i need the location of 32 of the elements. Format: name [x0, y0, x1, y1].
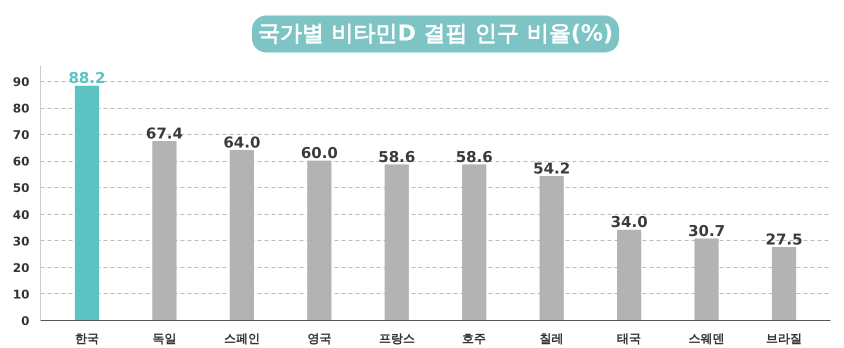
data-label: 34.0 [610, 213, 648, 232]
data-label: 58.6 [456, 148, 493, 166]
y-tick-label: 30 [12, 234, 30, 248]
x-tick-label: 칠레 [540, 332, 564, 346]
data-label: 27.5 [766, 230, 803, 248]
data-label: 30.7 [688, 222, 726, 240]
bar [74, 86, 100, 320]
y-tick-label: 40 [12, 208, 30, 222]
chart-title: 국가별 비타민D 결핍 인구 비율(%) [258, 22, 614, 46]
y-tick-label: 90 [12, 74, 30, 89]
x-tick-label: 프랑스 [378, 332, 415, 346]
y-tick-label: 50 [12, 181, 30, 196]
x-tick-label: 호주 [462, 332, 486, 346]
data-label: 67.4 [146, 124, 183, 142]
x-tick-label: 한국 [74, 332, 99, 346]
data-label: 64.0 [223, 134, 260, 152]
data-label: 58.6 [378, 148, 416, 166]
y-tick-label: 60 [12, 154, 30, 169]
x-tick-label: 스웨덴 [688, 332, 725, 346]
y-tick-label: 0 [21, 314, 30, 328]
y-tick-label: 20 [12, 260, 30, 275]
x-tick-label: 태국 [617, 332, 642, 346]
x-tick-label: 스페인 [224, 332, 260, 346]
x-tick-label: 영국 [307, 332, 332, 346]
y-tick-label: 10 [12, 287, 30, 302]
data-label: 88.2 [68, 69, 106, 88]
y-tick-label: 70 [12, 128, 30, 142]
data-label: 54.2 [533, 160, 570, 178]
x-tick-label: 브라질 [766, 332, 802, 346]
x-tick-label: 독일 [152, 332, 176, 346]
y-tick-label: 80 [12, 102, 30, 116]
data-label: 60.0 [300, 144, 338, 162]
